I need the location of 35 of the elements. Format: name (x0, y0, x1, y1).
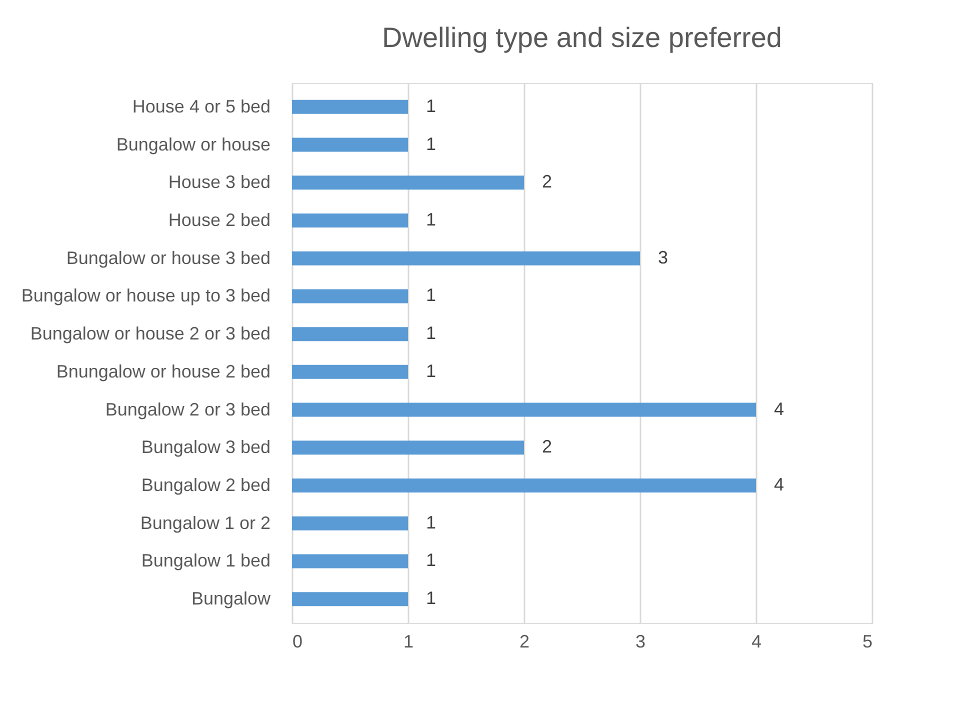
chart-title: Dwelling type and size preferred (382, 22, 782, 53)
y-tick-label: Bnungalow or house 2 bed (56, 361, 270, 382)
x-tick-label: 2 (519, 632, 530, 652)
data-label: 1 (426, 210, 436, 230)
x-tick-label: 1 (403, 632, 414, 652)
y-tick-label: Bungalow 2 bed (141, 475, 270, 495)
y-tick-label: Bungalow 1 bed (141, 550, 270, 571)
y-tick-label: Bungalow or house up to 3 bed (21, 286, 270, 306)
data-label: 4 (774, 398, 784, 419)
y-tick-label: Bungalow 3 bed (141, 437, 270, 458)
y-tick-label: Bungalow or house 2 or 3 bed (30, 324, 270, 344)
y-tick-label: House 2 bed (168, 210, 270, 230)
y-tick-label: Bungalow 1 or 2 (140, 512, 270, 533)
data-label: 1 (426, 360, 436, 381)
x-tick-label: 3 (635, 632, 646, 652)
data-label: 1 (426, 512, 436, 532)
y-tick-label: House 4 or 5 bed (132, 96, 270, 116)
y-tick-label: House 3 bed (168, 172, 270, 192)
data-label: 3 (658, 247, 668, 268)
y-tick-label: Bungalow or house 3 bed (66, 248, 270, 268)
data-label: 1 (426, 285, 436, 306)
data-label: 1 (426, 550, 436, 570)
data-label: 1 (426, 323, 436, 344)
y-tick-label: Bungalow 2 or 3 bed (105, 399, 270, 420)
x-tick-label: 4 (751, 632, 762, 652)
data-label: 1 (426, 96, 436, 116)
data-label: 1 (426, 134, 436, 154)
y-tick-label: Bungalow (191, 588, 272, 609)
x-tick-label: 5 (862, 632, 872, 652)
data-label: 2 (542, 172, 552, 192)
y-tick-label: Bungalow or house (116, 134, 270, 154)
data-label: 4 (774, 474, 784, 494)
data-label: 1 (426, 588, 436, 608)
data-label: 2 (542, 436, 552, 457)
x-tick-label: 0 (292, 632, 303, 652)
